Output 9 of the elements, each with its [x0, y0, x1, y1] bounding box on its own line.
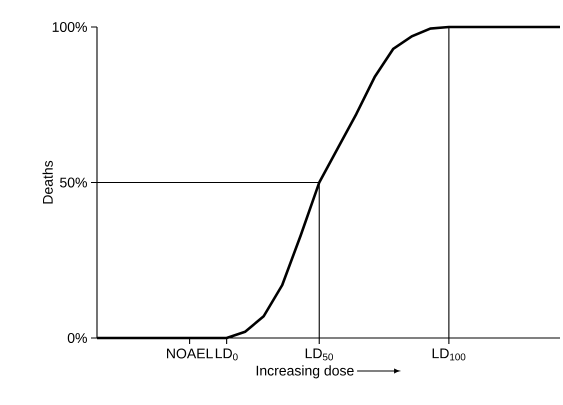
y-tick-label: 100% [52, 22, 87, 32]
y-tick-label: 50% [60, 178, 87, 188]
y-axis-title: Deaths [42, 160, 53, 204]
y-tick-label: 0% [68, 333, 87, 343]
x-tick-label: NOAEL [167, 348, 213, 358]
x-tick-label: LD$_{100}$ [432, 348, 466, 360]
x-axis-title: Increasing dose [256, 365, 354, 378]
x-tick-label: LD$_{0}$ [216, 348, 238, 360]
x-tick-label: LD$_{50}$ [306, 348, 333, 360]
